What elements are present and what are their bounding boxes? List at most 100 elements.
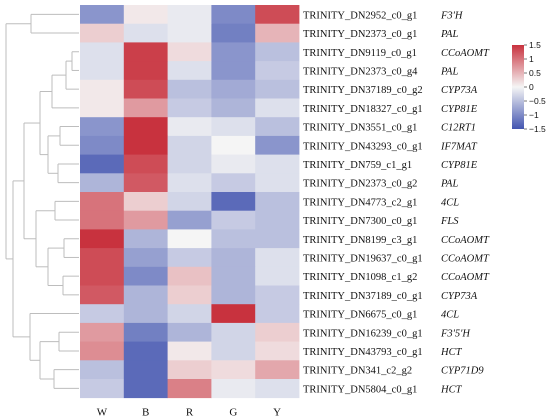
row-label-gene: C12RT1 (441, 123, 476, 134)
row-label-gene: F3'H (440, 10, 464, 21)
heatmap-cell (167, 210, 212, 230)
heatmap-cell (211, 61, 256, 81)
heatmap-cell (80, 285, 125, 305)
row-label-gene: HCT (440, 347, 463, 358)
row-dendrogram (5, 13, 79, 389)
heatmap-cell (255, 42, 300, 62)
row-label-id: TRINITY_DN9119_c0_g1 (303, 48, 417, 59)
heatmap-cell (123, 42, 168, 62)
heatmap-cell (211, 117, 256, 137)
heatmap-cell (255, 79, 300, 99)
row-label-gene: CCoAOMT (441, 272, 490, 283)
heatmap-cell (167, 322, 212, 342)
heatmap-cell (255, 229, 300, 249)
heatmap-cell (123, 173, 168, 193)
row-label-id: TRINITY_DN7300_c0_g1 (303, 216, 417, 227)
row-label-gene: CCoAOMT (441, 48, 490, 59)
heatmap-cell (80, 5, 125, 25)
row-label-gene: CYP81E (441, 104, 478, 115)
row-label-gene: 4CL (441, 310, 459, 321)
row-label-id: TRINITY_DN2952_c0_g1 (303, 10, 417, 21)
heatmap-cell (123, 285, 168, 305)
heatmap-cell (255, 154, 300, 174)
heatmap-cell (211, 210, 256, 230)
heatmap-cell (211, 266, 256, 286)
heatmap-cell (80, 360, 125, 380)
heatmap-cell (167, 379, 212, 399)
heatmap-cell (211, 42, 256, 62)
heatmap-cell (255, 322, 300, 342)
column-label: W (97, 407, 108, 419)
heatmap-cell (123, 341, 168, 361)
row-label-gene: CYP81E (441, 160, 478, 171)
row-label-id: TRINITY_DN18327_c0_g1 (303, 104, 423, 115)
heatmap-cell (211, 23, 256, 43)
heatmap-cell (80, 192, 125, 212)
legend-tick-label: 1 (529, 54, 534, 64)
heatmap-cell (167, 229, 212, 249)
row-label-id: TRINITY_DN2373_c0_g1 (303, 29, 417, 40)
legend-tick-label: −1.5 (529, 124, 546, 134)
row-label-id: TRINITY_DN43793_c0_g1 (303, 347, 423, 358)
heatmap-cell (123, 79, 168, 99)
row-label-id: TRINITY_DN16239_c0_g1 (303, 328, 423, 339)
row-label-gene: HCT (440, 384, 463, 395)
heatmap-cell (80, 322, 125, 342)
heatmap-cell (211, 229, 256, 249)
heatmap-cell (80, 266, 125, 286)
heatmap-cell (211, 304, 256, 324)
heatmap-cell (211, 285, 256, 305)
column-label: G (229, 407, 237, 419)
heatmap-cell (80, 229, 125, 249)
heatmap-cell (167, 61, 212, 81)
row-label-gene: IF7MAT (440, 141, 478, 152)
heatmap-cell (255, 173, 300, 193)
heatmap-cell (255, 341, 300, 361)
legend-tick-label: 0 (529, 82, 534, 92)
row-label-gene: CYP73A (441, 291, 478, 302)
heatmap-cell (167, 98, 212, 118)
legend-tick-label: −0.5 (529, 96, 546, 106)
row-label-id: TRINITY_DN1098_c1_g2 (303, 272, 417, 283)
row-label-gene: PAL (440, 29, 458, 40)
row-label-id: TRINITY_DN6675_c0_g1 (303, 310, 417, 321)
heatmap-cell (167, 42, 212, 62)
heatmap-cell (123, 248, 168, 268)
heatmap-cell (123, 117, 168, 137)
heatmap-cell (80, 210, 125, 230)
row-label-gene: FLS (440, 216, 459, 227)
heatmap-cell (255, 266, 300, 286)
heatmap-cell (123, 135, 168, 155)
heatmap-cell (255, 304, 300, 324)
heatmap-cell (167, 154, 212, 174)
row-label-gene: CYP71D9 (441, 366, 484, 377)
heatmap-cell (167, 173, 212, 193)
heatmap-cell (80, 23, 125, 43)
heatmap-cell (80, 341, 125, 361)
heatmap-cell (167, 285, 212, 305)
heatmap-cell (123, 229, 168, 249)
heatmap-cell (211, 79, 256, 99)
heatmap-cells (80, 5, 300, 399)
heatmap-cell (255, 135, 300, 155)
row-label-id: TRINITY_DN37189_c0_g2 (303, 85, 423, 96)
heatmap-cell (211, 360, 256, 380)
heatmap-cell (167, 266, 212, 286)
heatmap-cell (80, 135, 125, 155)
heatmap-cell (211, 98, 256, 118)
heatmap-cell (80, 79, 125, 99)
column-label: R (186, 407, 194, 419)
column-label: B (142, 407, 149, 419)
heatmap-cell (80, 379, 125, 399)
heatmap-cell (211, 154, 256, 174)
heatmap-cell (80, 117, 125, 137)
heatmap-cell (123, 360, 168, 380)
heatmap-cell (123, 154, 168, 174)
heatmap-cell (255, 285, 300, 305)
heatmap-cell (167, 192, 212, 212)
legend-tick-label: 1.5 (529, 40, 541, 50)
row-label-id: TRINITY_DN43293_c0_g1 (303, 141, 423, 152)
row-label-gene: CYP73A (441, 85, 478, 96)
